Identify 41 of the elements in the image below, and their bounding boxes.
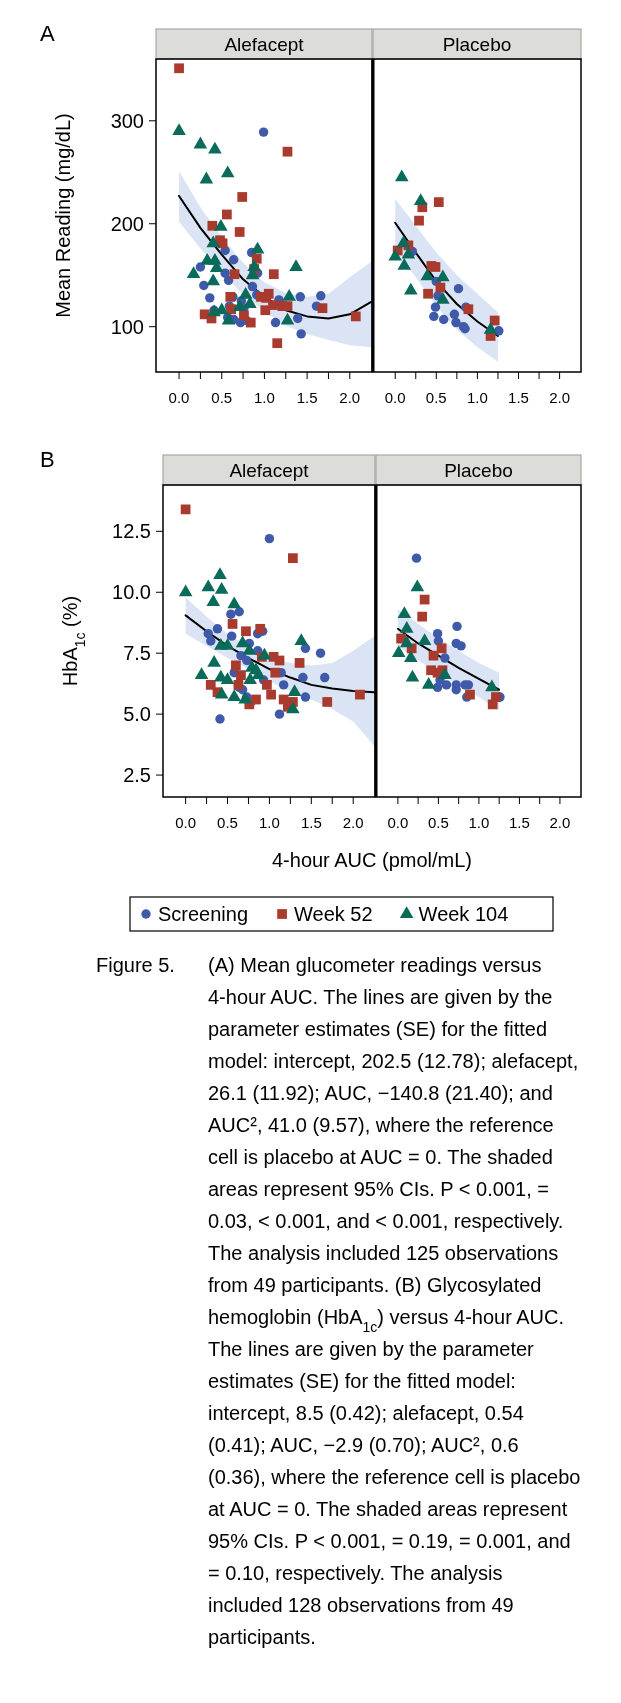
text: A bbox=[40, 21, 55, 46]
chart-title: Placebo bbox=[444, 460, 513, 481]
legend-label: Week 52 bbox=[294, 903, 373, 925]
x-tick-label: 0.5 bbox=[425, 389, 447, 406]
chart-title: Alefacept bbox=[229, 460, 310, 481]
x-tick-label: 1.0 bbox=[254, 389, 275, 406]
y-axis-title: Mean Reading (mg/dL) bbox=[52, 113, 74, 318]
y-tick-label: 7.5 bbox=[123, 642, 151, 665]
x-tick-label: 2.0 bbox=[549, 389, 571, 406]
x-tick-label: 0.0 bbox=[168, 389, 190, 406]
x-tick-label: 0.0 bbox=[387, 814, 409, 831]
x-tick-label: 0.5 bbox=[427, 814, 449, 831]
x-tick-label: 1.0 bbox=[466, 389, 488, 406]
x-tick-label: 1.0 bbox=[258, 814, 280, 831]
y-tick-label: 5.0 bbox=[123, 703, 151, 726]
y-tick-label: 100 bbox=[110, 315, 144, 338]
legend-label: Screening bbox=[158, 903, 249, 925]
x-tick-label: 2.0 bbox=[339, 389, 361, 406]
text: B bbox=[40, 447, 55, 472]
x-tick-label: 1.0 bbox=[468, 814, 490, 831]
y-tick-label: 2.5 bbox=[123, 764, 151, 787]
y-tick-label: 10.0 bbox=[112, 581, 151, 604]
x-tick-label: 0.5 bbox=[211, 389, 233, 406]
x-tick-label: 2.0 bbox=[549, 814, 571, 831]
chart-title: Alefacept bbox=[224, 34, 305, 55]
x-tick-label: 0.0 bbox=[175, 814, 197, 831]
x-tick-label: 0.5 bbox=[217, 814, 238, 831]
x-tick-label: 2.0 bbox=[342, 814, 364, 831]
legend-label: Week 104 bbox=[418, 903, 509, 925]
text: (A) Mean glucometer readings versus 4-hour AUC. The lines are given by the parameter estimates (SE) for the fitted model: intercept, 202.5 (12.78); alefacept, 26.1 (11.92); AUC, −140.8 (21.40); and AUC², 41.0 (9.57), where the reference cell is placebo at AUC = 0. The shaded areas represent 95% CIs. P < 0.001, = 0.03, < 0.001, and < 0.001, respectively. The analysis included 125 observations from 49 participants. (B) Glycosylated hemoglobin (HbA$_{1c}$) versus 4-hour AUC. The lines are given by the parameter estimates (SE) for the fitted model: intercept, 8.5 (0.42); alefacept, 0.54 (0.41); AUC, −2.9 (0.70); AUC², 0.6 (0.36), where the reference cell is placebo at AUC = 0. The shaded areas represent 95% CIs. P < 0.001, = 0.19, = 0.001, and = 0.10, respectively. The analysis included 128 observations from 49 participants. bbox=[208, 954, 581, 1648]
x-axis-title: 4-hour AUC (pmol/mL) bbox=[271, 849, 473, 871]
x-tick-label: 1.5 bbox=[296, 389, 318, 406]
x-tick-label: 1.5 bbox=[508, 389, 529, 406]
chart-title: Placebo bbox=[442, 34, 512, 55]
x-tick-label: 0.0 bbox=[384, 389, 406, 406]
caption: Figure 5. bbox=[96, 954, 175, 976]
x-tick-label: 1.5 bbox=[508, 814, 530, 831]
y-tick-label: 200 bbox=[110, 212, 144, 235]
x-tick-label: 1.5 bbox=[300, 814, 322, 831]
y-tick-label: 300 bbox=[110, 109, 144, 132]
y-tick-label: 12.5 bbox=[112, 520, 151, 543]
